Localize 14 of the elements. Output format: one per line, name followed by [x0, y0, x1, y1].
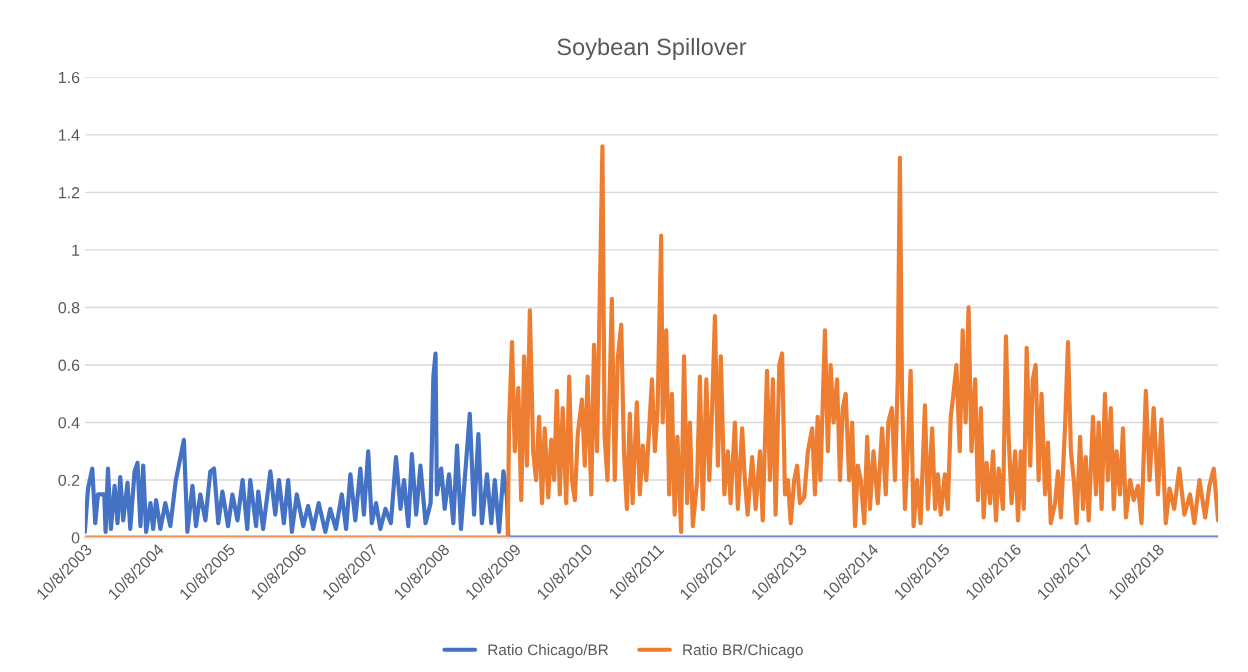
- line-series: [84, 144, 1219, 538]
- y-tick-label: 0.8: [58, 302, 80, 314]
- chart-title: Soybean Spillover: [557, 37, 747, 60]
- y-tick-label: 0.4: [58, 417, 80, 429]
- legend-label: Ratio Chicago/BR: [488, 644, 609, 659]
- line-series: [84, 351, 1219, 538]
- y-tick-label: 0.6: [58, 359, 80, 371]
- legend-label: Ratio BR/Chicago: [683, 644, 803, 659]
- y-tick-label: 0.2: [58, 474, 80, 486]
- y-tick-label: 1.4: [59, 129, 80, 141]
- y-tick-label: 0: [71, 532, 80, 544]
- y-tick-label: 1.6: [59, 71, 80, 84]
- y-tick-label: 1.2: [59, 186, 80, 199]
- y-tick-label: 1: [72, 244, 80, 256]
